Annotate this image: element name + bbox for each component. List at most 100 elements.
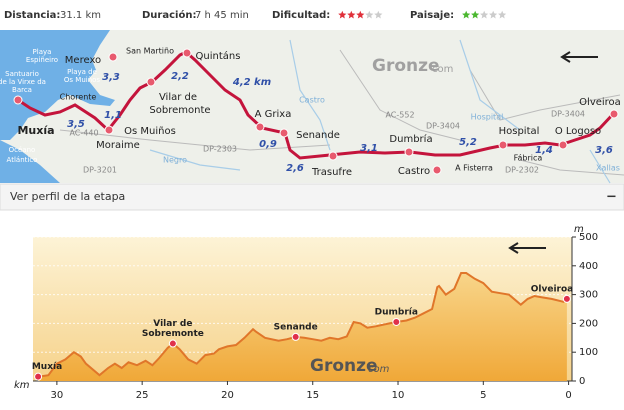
star — [462, 10, 471, 19]
map-label: Quintáns — [196, 50, 241, 62]
brand-suffix: com — [368, 364, 390, 375]
map-label: Chorente — [60, 93, 97, 102]
map-label: DP-2302 — [505, 166, 539, 175]
waypoint-label: Dumbría — [375, 307, 418, 317]
header-value: 31.1 km — [60, 10, 101, 21]
y-tick-label: 300 — [579, 290, 598, 301]
map-label: Os Muiños — [124, 126, 176, 137]
brand-suffix: com — [432, 64, 453, 75]
brand: Gronze — [372, 56, 440, 76]
star — [489, 10, 498, 19]
star — [338, 10, 347, 19]
map-label: Espiñeiro — [26, 56, 58, 64]
header-label: Duración: — [142, 9, 196, 21]
waypoint-label: Olveiroa — [531, 284, 574, 294]
waypoint — [168, 339, 177, 348]
star — [480, 10, 489, 19]
header-label: Distancia: — [4, 10, 60, 21]
map-label: 0,9 — [259, 139, 277, 150]
star — [356, 10, 365, 19]
waypoint — [34, 372, 43, 381]
y-tick-label: 0 — [579, 376, 585, 387]
map-label: Muxía — [17, 124, 54, 137]
map-label: 2,2 — [171, 71, 189, 82]
map-label: Xallas — [596, 164, 620, 173]
profile-bar — [0, 183, 624, 211]
x-tick-label: 5 — [480, 390, 486, 401]
elevation-line — [37, 272, 568, 378]
map-label: A Fisterra — [455, 164, 493, 173]
map-label: Fábrica — [514, 154, 543, 163]
direction-arrow — [508, 242, 546, 254]
map-label: 4,2 km — [232, 77, 271, 88]
x-tick-label: 10 — [392, 390, 405, 401]
star — [471, 10, 480, 19]
waypoint — [562, 294, 571, 303]
toggle[interactable]: − — [606, 190, 617, 205]
map-label: Playa de — [67, 68, 97, 76]
map-label: Vilar de — [159, 92, 197, 103]
star — [498, 10, 507, 19]
map-label: 3,3 — [102, 72, 120, 83]
map-label: Merexo — [65, 55, 101, 66]
direction-arrow — [560, 51, 598, 63]
map-label: 5,2 — [459, 137, 477, 148]
x-tick-label: 15 — [306, 390, 319, 401]
map-label: Océano — [9, 146, 36, 154]
map-label: de la Virxe da — [0, 78, 46, 86]
map-label: DP-3404 — [551, 110, 585, 119]
map-label: Dumbría — [389, 133, 432, 145]
map-label: Barca — [12, 86, 32, 94]
map-label: DP-3404 — [426, 122, 460, 131]
sea — [0, 30, 115, 183]
map-label: 3,1 — [360, 143, 378, 154]
map-label: Trasufre — [311, 167, 352, 178]
header-label: Paisaje: — [410, 10, 454, 21]
map-label: Negro — [163, 156, 187, 165]
header-label: Dificultad: — [272, 10, 330, 21]
map-label: Playa — [33, 48, 52, 56]
map-label: Olveiroa — [579, 97, 621, 108]
map-label: 2,6 — [286, 163, 304, 174]
x-tick-label: 30 — [51, 390, 64, 401]
map-label: Castro — [299, 96, 325, 105]
map-label: AC-440 — [69, 129, 98, 138]
star — [374, 10, 383, 19]
waypoint-label: Vilar de — [153, 319, 192, 329]
map-label: 3,6 — [595, 145, 613, 156]
x-axis-label: km — [14, 380, 30, 391]
waypoint-label: Muxía — [32, 362, 62, 372]
map-label: DP-2303 — [203, 145, 237, 154]
map-label: 3,5 — [67, 119, 85, 130]
panel-title: Ver perfil de la etapa — [10, 190, 125, 203]
star — [347, 10, 356, 19]
waypoint — [291, 332, 300, 341]
map-label: Atlántico — [7, 156, 38, 164]
map-label: O Logoso — [555, 126, 601, 137]
map-label: 1,1 — [104, 110, 122, 121]
map-label: San Martiño — [126, 47, 174, 56]
waypoint-label: Sobremonte — [142, 329, 204, 339]
map-label: AC-552 — [385, 111, 414, 120]
header-value: 7 h 45 min — [195, 10, 249, 21]
star — [365, 10, 374, 19]
brand: Gronze — [310, 356, 378, 376]
map-label: Santuario — [5, 70, 39, 78]
map-label: Hospital — [499, 126, 540, 137]
y-tick-label: 200 — [579, 318, 598, 329]
y-tick-label: 500 — [579, 232, 598, 243]
stops — [13, 48, 619, 175]
map-label: Castro — [398, 166, 430, 177]
waypoint-label: Senande — [274, 322, 318, 332]
y-tick-label: 400 — [579, 261, 598, 272]
map-label: DP-3201 — [83, 166, 117, 175]
y-axis-label: m — [574, 224, 584, 235]
x-tick-label: 25 — [136, 390, 149, 401]
map-label: Senande — [296, 130, 340, 141]
x-tick-label: 20 — [221, 390, 234, 401]
map-label: A Grixa — [255, 109, 292, 120]
